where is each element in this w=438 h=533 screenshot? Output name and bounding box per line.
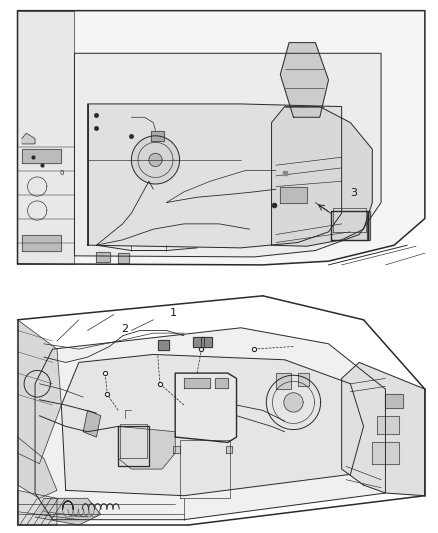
Text: 1: 1 [170, 309, 177, 318]
Polygon shape [151, 131, 164, 141]
Polygon shape [385, 394, 403, 408]
Polygon shape [193, 337, 204, 347]
Polygon shape [18, 11, 425, 265]
Polygon shape [35, 498, 101, 525]
Polygon shape [276, 373, 291, 389]
Polygon shape [367, 211, 370, 240]
Polygon shape [118, 253, 129, 263]
Polygon shape [118, 426, 175, 469]
Polygon shape [272, 107, 372, 246]
Polygon shape [266, 375, 321, 430]
Polygon shape [118, 426, 149, 466]
Polygon shape [22, 133, 35, 144]
Text: 0: 0 [59, 170, 64, 176]
Polygon shape [83, 410, 101, 437]
Text: 3: 3 [350, 188, 357, 198]
Polygon shape [226, 446, 232, 453]
Polygon shape [184, 378, 210, 388]
Polygon shape [88, 104, 342, 248]
Polygon shape [215, 378, 228, 388]
Polygon shape [372, 442, 399, 464]
Polygon shape [18, 490, 57, 525]
Polygon shape [22, 235, 61, 251]
Text: 2: 2 [121, 325, 128, 334]
Polygon shape [280, 187, 307, 203]
Polygon shape [280, 43, 328, 117]
Polygon shape [342, 362, 425, 496]
Polygon shape [18, 320, 61, 464]
Polygon shape [74, 53, 381, 257]
Polygon shape [61, 354, 364, 496]
Polygon shape [0, 0, 438, 269]
Polygon shape [22, 149, 61, 163]
Polygon shape [175, 373, 237, 442]
Polygon shape [173, 446, 180, 453]
Polygon shape [158, 340, 169, 350]
Polygon shape [298, 373, 309, 386]
Polygon shape [331, 211, 368, 240]
Polygon shape [131, 136, 180, 184]
Polygon shape [284, 393, 303, 412]
Polygon shape [377, 416, 399, 434]
Polygon shape [35, 328, 385, 520]
Polygon shape [96, 252, 110, 262]
Polygon shape [18, 437, 57, 498]
Polygon shape [201, 337, 212, 347]
Polygon shape [149, 154, 162, 166]
Polygon shape [0, 269, 438, 533]
Polygon shape [18, 11, 74, 264]
